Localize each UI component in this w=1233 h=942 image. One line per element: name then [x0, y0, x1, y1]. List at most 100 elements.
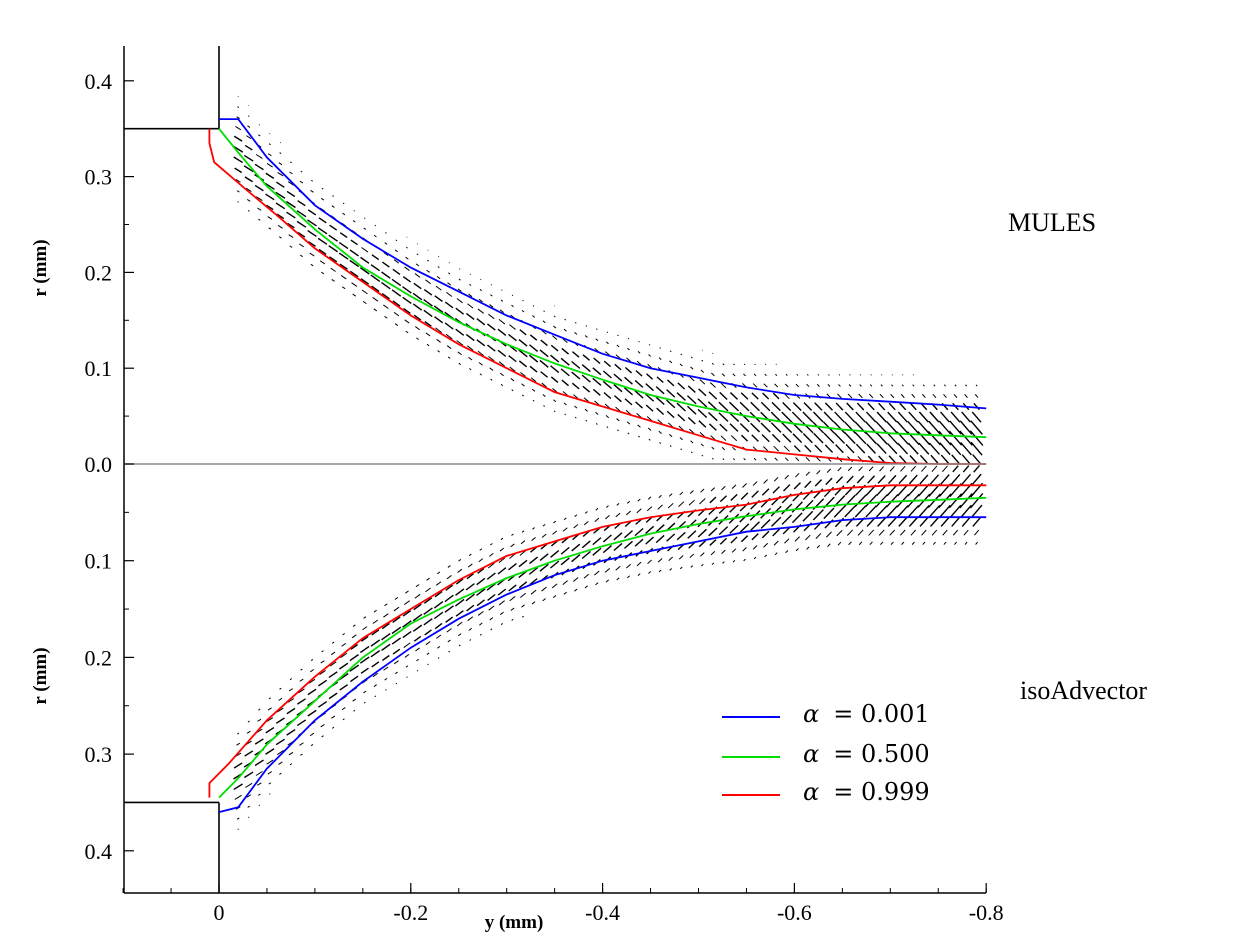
vector-arrow — [961, 473, 972, 486]
vector-arrow — [812, 509, 824, 521]
vector-arrow — [237, 201, 239, 203]
vector-arrow — [907, 442, 919, 455]
vector-arrow — [478, 362, 483, 366]
vector-arrow — [571, 554, 581, 563]
vector-arrow — [805, 456, 811, 462]
vector-arrow — [638, 340, 640, 343]
vector-arrow — [497, 567, 507, 575]
vector-arrow — [952, 529, 959, 536]
vector-arrow — [478, 622, 483, 626]
vector-arrow — [646, 506, 653, 512]
vector-arrow — [659, 441, 662, 444]
vector-arrow — [233, 762, 243, 769]
vector-arrow — [573, 524, 579, 529]
vector-arrow — [721, 549, 726, 555]
vector-arrow — [907, 504, 920, 518]
vector-arrow — [846, 529, 854, 536]
vector-arrow — [412, 624, 423, 632]
vector-arrow — [816, 544, 821, 549]
vector-arrow — [383, 666, 389, 671]
vector-arrow — [561, 347, 570, 355]
vector-arrow — [521, 309, 525, 313]
x-tick-label: -0.2 — [393, 900, 428, 925]
vector-arrow — [613, 384, 623, 393]
vector-arrow — [970, 420, 983, 435]
vector-arrow — [678, 555, 684, 560]
vector-arrow — [739, 411, 750, 423]
vector-arrow — [404, 653, 410, 658]
vector-arrow — [341, 707, 346, 711]
vector-arrow — [560, 546, 570, 555]
vector-arrow — [805, 471, 811, 476]
vector-arrow — [602, 370, 612, 379]
vector-arrow — [467, 563, 473, 568]
vector-arrow — [960, 441, 972, 456]
vector-arrow — [363, 701, 366, 704]
vector-arrow — [518, 581, 528, 589]
vector-arrow — [772, 392, 780, 400]
vector-arrow — [875, 431, 888, 445]
vector-arrow — [371, 629, 380, 636]
vector-arrow — [605, 351, 610, 356]
series-isoadvector-1 — [218, 496, 987, 799]
vector-arrow — [509, 366, 516, 372]
vector-arrow — [531, 388, 536, 392]
vector-arrow — [500, 623, 503, 626]
vector-arrow — [532, 399, 535, 402]
vector-arrow — [974, 394, 979, 398]
vector-arrow — [940, 474, 950, 485]
vector-arrow — [521, 394, 525, 397]
vector-arrow — [349, 249, 359, 257]
vector-arrow — [371, 254, 380, 261]
vector-arrow — [499, 309, 505, 314]
vector-arrow — [277, 172, 284, 177]
x-axis-label: y (mm) — [485, 912, 544, 933]
vector-arrow — [593, 357, 601, 365]
vector-arrow — [931, 529, 938, 536]
vector-arrow — [616, 344, 620, 348]
y-tick-label-bottom: 0.4 — [85, 839, 113, 864]
vector-arrow — [700, 488, 705, 493]
vector-arrow — [596, 328, 598, 330]
vector-arrow — [321, 187, 324, 190]
vector-arrow — [932, 393, 937, 399]
vector-arrow — [255, 770, 263, 776]
vector-arrow — [423, 299, 433, 307]
vector-arrow — [509, 596, 516, 602]
vector-arrow — [498, 319, 506, 325]
vector-arrow — [447, 639, 451, 643]
y-tick-label-top: 0.1 — [85, 356, 113, 381]
vector-arrow — [784, 474, 789, 480]
vector-arrow — [414, 273, 421, 278]
vector-arrow — [275, 738, 286, 746]
vector-arrow — [655, 386, 665, 395]
vector-arrow — [689, 376, 695, 382]
vector-arrow — [581, 364, 591, 373]
vector-arrow — [404, 319, 410, 324]
vector-arrow — [521, 615, 525, 618]
vector-arrow — [497, 328, 507, 336]
vector-arrow — [771, 401, 781, 412]
vector-arrow — [363, 616, 367, 619]
vector-arrow — [971, 473, 982, 486]
vector-arrow — [771, 516, 782, 527]
vector-arrow — [751, 392, 759, 400]
vector-arrow — [468, 553, 472, 557]
vector-arrow — [511, 304, 514, 308]
vector-arrow — [878, 529, 885, 536]
vector-arrow — [837, 541, 842, 546]
vector-arrow — [447, 282, 452, 286]
vector-arrow — [518, 559, 528, 568]
vector-arrow — [497, 588, 507, 596]
vector-arrow — [668, 493, 673, 497]
vector-arrow — [435, 285, 442, 291]
vector-arrow — [331, 279, 335, 282]
vector-arrow — [761, 434, 770, 443]
vector-arrow — [679, 566, 683, 570]
vector-arrow — [950, 411, 961, 423]
vector-arrow — [750, 422, 761, 433]
vector-arrow — [795, 472, 800, 478]
vector-arrow — [542, 598, 546, 602]
vector-arrow — [605, 415, 610, 419]
vector-arrow — [667, 422, 674, 428]
